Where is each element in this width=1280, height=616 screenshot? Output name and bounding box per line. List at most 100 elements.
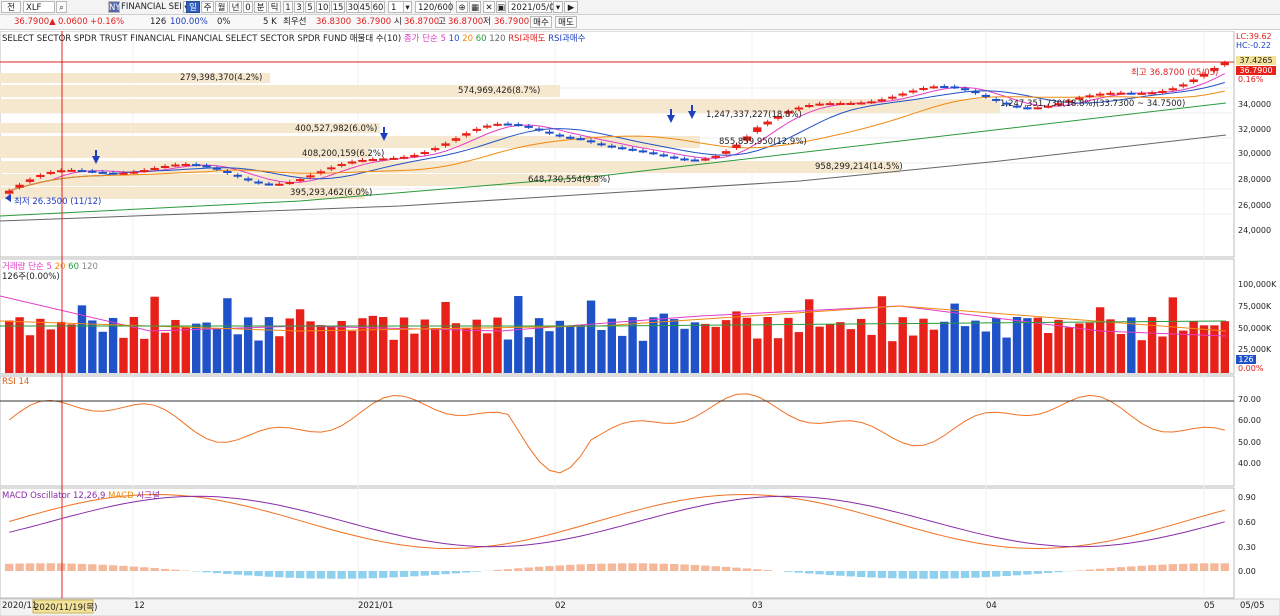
volume-pane-title: 거래량 단순 5 20 60 120 bbox=[2, 260, 98, 272]
interval-10[interactable]: 10 bbox=[316, 1, 330, 13]
mode-select[interactable]: 전 bbox=[1, 1, 21, 13]
tab-year[interactable]: 년 bbox=[229, 1, 242, 13]
profile-band bbox=[0, 187, 365, 199]
interval-15[interactable]: 15 bbox=[331, 1, 345, 13]
vol-y-tick: 25,000K bbox=[1238, 345, 1272, 354]
candle-body bbox=[784, 111, 793, 114]
macd-osc-bar bbox=[628, 563, 637, 571]
vol-ma5-line bbox=[0, 295, 1227, 337]
interval-1[interactable]: 1 bbox=[283, 1, 293, 13]
interval-60[interactable]: 60 bbox=[371, 1, 385, 13]
volume-bar bbox=[77, 305, 87, 373]
tab-period[interactable]: 0 bbox=[243, 1, 253, 13]
volume-bar bbox=[462, 327, 471, 373]
buy-button[interactable]: 매수 bbox=[530, 16, 552, 28]
volume-bar bbox=[36, 318, 45, 373]
interval-dropdown-icon[interactable]: ▾ bbox=[403, 1, 412, 13]
candle-body bbox=[1179, 84, 1188, 87]
macd-osc-bar bbox=[1095, 568, 1105, 571]
vol-ma20: 20 bbox=[54, 262, 66, 272]
candle-body bbox=[545, 131, 554, 134]
sell-button[interactable]: 매도 bbox=[555, 16, 577, 28]
candle-body bbox=[295, 179, 305, 182]
candle-body bbox=[524, 125, 533, 128]
volume-bar bbox=[410, 333, 419, 373]
price-pane-title: SELECT SECTOR SPDR TRUST FINANCIAL FINAN… bbox=[2, 32, 585, 44]
macd-osc-bar bbox=[1043, 571, 1053, 573]
macd-osc-bar bbox=[67, 563, 76, 571]
volume-bar bbox=[316, 325, 326, 373]
macd-osc-bar bbox=[753, 569, 762, 571]
macd-osc-bar bbox=[420, 571, 429, 576]
date-dropdown-icon[interactable]: ▾ bbox=[553, 1, 563, 13]
chart-canvas[interactable] bbox=[0, 31, 1280, 616]
candle-body bbox=[67, 169, 76, 172]
cross-icon[interactable]: ✕ bbox=[483, 1, 495, 13]
volume-bar bbox=[1137, 340, 1146, 373]
candle-body bbox=[919, 87, 928, 90]
candle-body bbox=[1168, 88, 1178, 91]
candle-body bbox=[493, 123, 502, 126]
zoom-icon[interactable]: ⊕ bbox=[456, 1, 468, 13]
candle-body bbox=[950, 86, 959, 89]
rsi-y-tick: 60.00 bbox=[1238, 416, 1261, 425]
candle-body bbox=[150, 167, 159, 170]
tab-week[interactable]: 주 bbox=[201, 1, 214, 13]
volume-bar bbox=[295, 309, 305, 373]
volume-bar bbox=[108, 317, 118, 373]
volume-bar bbox=[1064, 327, 1074, 373]
volume-bar bbox=[950, 303, 959, 373]
macd-osc-bar bbox=[929, 571, 939, 579]
macd-osc-bar bbox=[1023, 571, 1032, 575]
volume-bar bbox=[566, 325, 575, 373]
ma60-label: 60 bbox=[475, 34, 487, 44]
signal-line bbox=[9, 495, 1225, 548]
candle-body bbox=[327, 167, 336, 170]
macd-osc-bar bbox=[254, 571, 263, 577]
x-label: 2021/01 bbox=[358, 601, 394, 611]
tab-day[interactable]: 일 bbox=[186, 1, 200, 13]
interval-5[interactable]: 5 bbox=[305, 1, 315, 13]
candle-body bbox=[5, 190, 14, 194]
macd-osc-bar bbox=[649, 563, 658, 571]
date-input[interactable]: 2021/05/05 bbox=[508, 1, 560, 13]
profile-label: 279,398,370(4.2%) bbox=[180, 73, 263, 83]
macd-osc-bar bbox=[264, 571, 274, 577]
chart-area[interactable]: SELECT SECTOR SPDR TRUST FINANCIAL FINAN… bbox=[0, 31, 1280, 616]
vol-current: 126 bbox=[1236, 355, 1256, 364]
candle-body bbox=[1064, 100, 1074, 103]
macd-osc-bar bbox=[306, 571, 315, 579]
count-input[interactable]: 120/600 bbox=[415, 1, 453, 13]
interval-45[interactable]: 45 bbox=[358, 1, 372, 13]
next-icon[interactable]: ▶ bbox=[564, 1, 578, 13]
search-icon[interactable]: ⌕ bbox=[56, 1, 67, 13]
candle-body bbox=[15, 184, 24, 188]
candle-body bbox=[940, 86, 949, 89]
code-input[interactable]: XLF bbox=[23, 1, 55, 13]
tab-minute[interactable]: 분 bbox=[254, 1, 267, 13]
tab-tick[interactable]: 틱 bbox=[268, 1, 281, 13]
macd-osc-bar bbox=[430, 571, 440, 575]
candle-body bbox=[129, 171, 139, 174]
candle-body bbox=[1033, 107, 1042, 110]
macd-osc-bar bbox=[960, 571, 970, 579]
candle-body bbox=[441, 143, 450, 146]
macd-label: MACD bbox=[108, 491, 134, 501]
grid-icon[interactable]: ▦ bbox=[469, 1, 481, 13]
tab-month[interactable]: 월 bbox=[215, 1, 228, 13]
low-marker-icon bbox=[5, 194, 11, 202]
macd-osc-bar bbox=[784, 571, 793, 572]
volume-bar bbox=[981, 331, 991, 373]
volume-bar bbox=[254, 340, 263, 373]
interval-3[interactable]: 3 bbox=[294, 1, 304, 13]
macd-osc-bar bbox=[908, 571, 918, 579]
volume-bar bbox=[867, 334, 876, 373]
candle-body bbox=[805, 105, 814, 108]
calendar-icon[interactable]: ▣ bbox=[496, 1, 506, 13]
macd-osc-bar bbox=[472, 571, 481, 572]
low-price: 36.7900 bbox=[494, 17, 530, 27]
candle-body bbox=[1127, 92, 1136, 95]
vol-ma60-line bbox=[0, 320, 1227, 327]
y-tick: 28,0000 bbox=[1238, 175, 1272, 184]
profile-label: 1,247,351,730(18.8%)(33.7300 ~ 34.7500) bbox=[1000, 99, 1186, 109]
